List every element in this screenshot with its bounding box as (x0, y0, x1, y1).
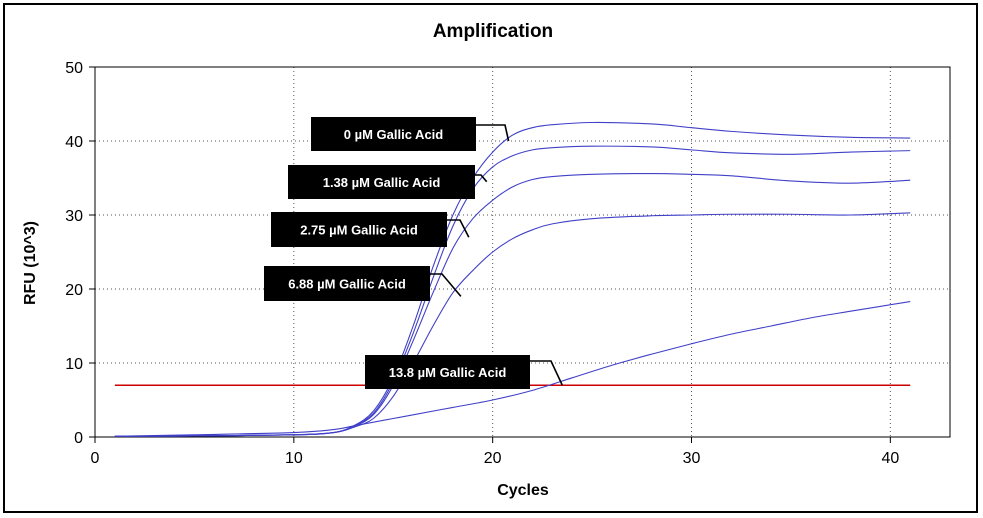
x-tick-label: 40 (881, 450, 899, 467)
annotation-4: 6.88 µM Gallic Acid (264, 266, 462, 301)
annotation-leader (447, 219, 470, 238)
annotation-label: 2.75 µM Gallic Acid (300, 223, 418, 238)
series-line-1 (114, 121, 911, 437)
annotation-box (288, 165, 475, 199)
plot-border (94, 66, 951, 438)
chart-title: Amplification (433, 21, 553, 42)
annotation-label: 0 µM Gallic Acid (344, 127, 444, 142)
annotation-box (271, 212, 447, 247)
y-axis-title: RFU (10^3) (22, 221, 39, 305)
annotation-box (311, 117, 476, 151)
y-tick-label: 0 (74, 430, 83, 447)
annotation-layer: 0 µM Gallic Acid 1.38 µM Gallic Acid 2.75 … (264, 117, 564, 389)
series-line-3 (114, 173, 911, 437)
series-line-2 (114, 145, 911, 437)
x-axis-title: Cycles (497, 482, 549, 499)
annotation-leader (430, 273, 462, 297)
series-line-5 (114, 301, 911, 437)
y-tick-label: 20 (65, 282, 83, 299)
axes: 0 10 20 30 40 0 10 20 30 40 50 (65, 60, 899, 467)
annotation-leader (530, 360, 564, 386)
chart-frame: Amplification 0 10 20 30 40 0 10 20 30 40 50 0 µM … (3, 3, 978, 513)
x-tick-label: 30 (683, 450, 701, 467)
annotation-2: 1.38 µM Gallic Acid (288, 165, 488, 199)
x-tick-label: 10 (285, 450, 303, 467)
amplification-chart: Amplification 0 10 20 30 40 0 10 20 30 40 50 0 µM … (22, 21, 951, 499)
x-tick-label: 0 (91, 450, 100, 467)
annotation-5: 13.8 µM Gallic Acid (365, 355, 564, 389)
annotation-1: 0 µM Gallic Acid (311, 117, 510, 151)
annotation-leader (475, 174, 488, 183)
annotation-label: 13.8 µM Gallic Acid (389, 365, 507, 380)
annotation-label: 6.88 µM Gallic Acid (288, 277, 406, 292)
y-tick-label: 30 (65, 208, 83, 225)
annotation-box (264, 266, 430, 301)
y-tick-label: 40 (65, 134, 83, 151)
annotation-box (365, 355, 530, 389)
series-layer (114, 121, 911, 437)
annotation-3: 2.75 µM Gallic Acid (271, 212, 470, 247)
x-tick-label: 20 (484, 450, 502, 467)
series-line-4 (114, 212, 911, 437)
annotation-label: 1.38 µM Gallic Acid (323, 175, 441, 190)
annotation-leader (476, 124, 510, 142)
y-tick-label: 50 (65, 60, 83, 77)
y-tick-label: 10 (65, 356, 83, 373)
